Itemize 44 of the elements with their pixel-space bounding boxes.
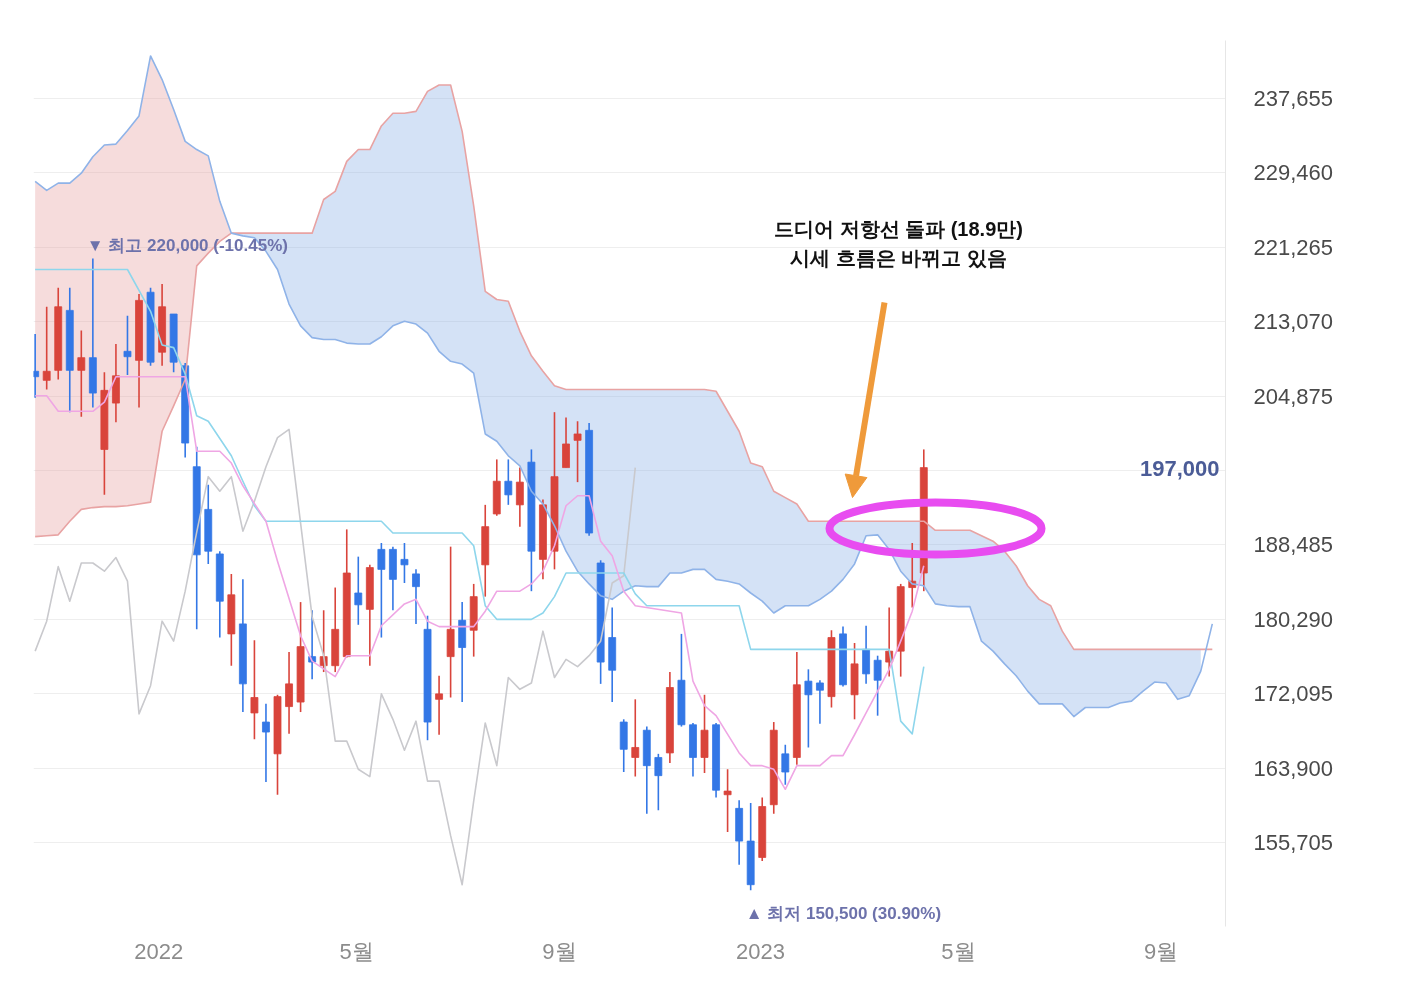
annotation: 드디어 저항선 돌파 (18.9만) 시세 흐름은 바뀌고 있음 <box>774 217 1023 270</box>
y-tick-label: 221,265 <box>1253 234 1334 260</box>
line-series <box>34 268 925 735</box>
candlestick <box>515 466 524 528</box>
candlestick <box>400 542 409 584</box>
candlestick <box>123 315 132 376</box>
candlestick <box>873 654 882 717</box>
candlestick <box>562 416 570 469</box>
candlestick <box>654 753 663 811</box>
x-tick-label: 2023 <box>736 938 786 964</box>
candlestick <box>42 305 51 391</box>
y-tick-label: 213,070 <box>1253 309 1334 335</box>
candlestick <box>250 639 259 741</box>
candlestick <box>573 420 582 483</box>
y-tick-label: 180,290 <box>1253 606 1334 632</box>
x-tick-label: 2022 <box>134 938 184 964</box>
candlestick <box>354 555 363 626</box>
y-tick-label: 172,095 <box>1253 681 1334 707</box>
y-tick-label: 188,485 <box>1253 532 1334 558</box>
y-tick-label: 204,875 <box>1253 383 1334 409</box>
candlestick <box>816 679 824 725</box>
y-tick-label: 237,655 <box>1253 85 1334 111</box>
x-tick-label: 5월 <box>941 938 976 964</box>
x-tick-label: 9월 <box>542 938 577 964</box>
x-tick-label: 9월 <box>1144 938 1179 964</box>
x-tick-label: 5월 <box>339 938 374 964</box>
candlestick <box>262 703 270 783</box>
candlestick <box>377 542 386 639</box>
y-tick-label: 155,705 <box>1253 830 1334 856</box>
candlestick <box>631 698 640 778</box>
candlestick <box>77 329 86 418</box>
candlestick <box>435 674 443 736</box>
candlestick <box>285 651 293 735</box>
line-series <box>34 428 637 886</box>
annotation: 197,000 <box>1139 456 1220 481</box>
candlestick <box>804 668 813 749</box>
annotation: ▲ 최저 150,500 (30.90%) <box>745 903 942 923</box>
line-series <box>34 375 925 791</box>
candlestick <box>504 458 513 506</box>
candlestick <box>412 568 420 625</box>
y-tick-label: 229,460 <box>1253 160 1334 186</box>
candlestick <box>723 768 732 833</box>
y-tick-label: 163,900 <box>1253 755 1334 781</box>
candlestick <box>781 743 790 786</box>
